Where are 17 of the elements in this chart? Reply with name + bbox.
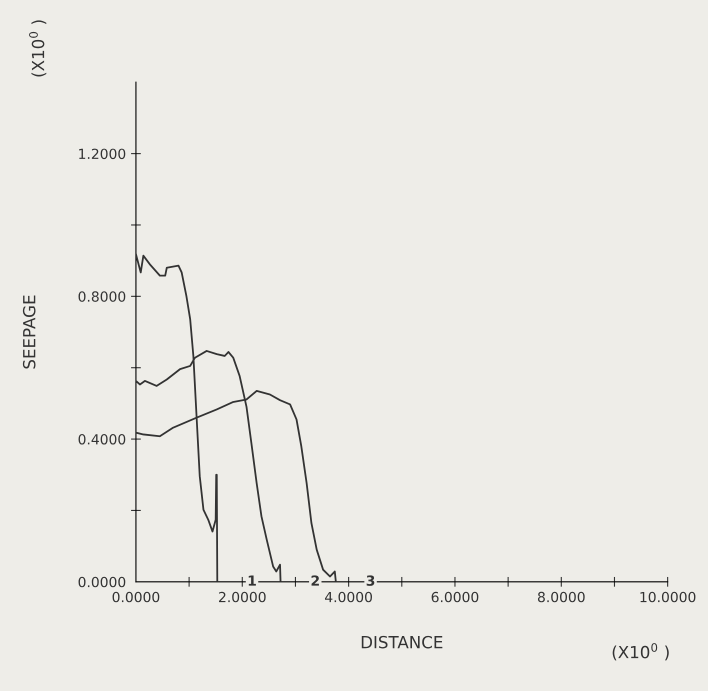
annotation: 2 [312,575,319,586]
x-tick-label: 4.0000 [325,592,372,602]
x-tick-label: 0.0000 [112,592,160,602]
x-tick-label: 6.0000 [432,592,478,602]
x-axis-title: DISTANCE [362,636,442,648]
y-tick-label: 1.2000 [79,148,126,160]
text: (X10$^{0}$ ) [612,643,669,660]
x-tick-label: 8.0000 [538,592,585,602]
y-tick-label: 0.4000 [78,434,126,445]
y-axis-title: SEEPAGE [22,296,36,369]
annotation: 3 [366,575,374,586]
x-tick-label: 10.0000 [640,592,696,602]
annotation: 1 [248,576,256,586]
x-tick-label: 2.0000 [218,592,266,602]
y-tick-label: 0.0000 [78,576,126,588]
text: (X10$^{0}$ ) [29,20,46,76]
y-tick-label: 0.8000 [78,291,126,302]
